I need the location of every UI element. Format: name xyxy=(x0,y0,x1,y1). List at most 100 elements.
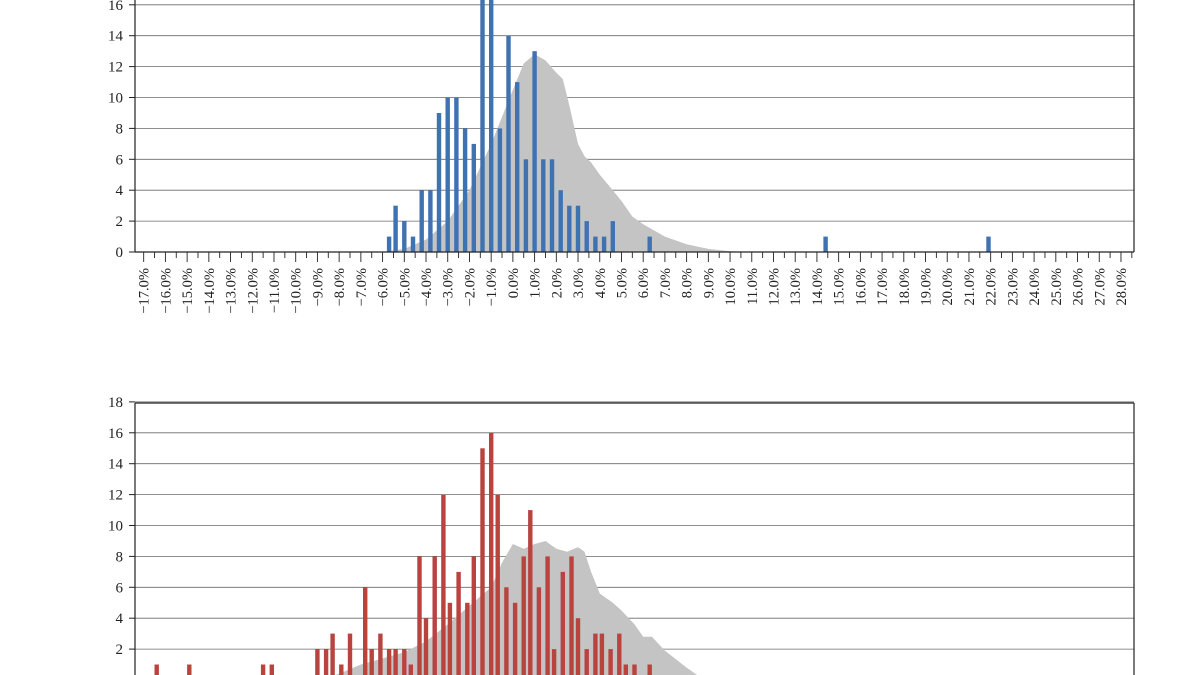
x-tick-label: −13.0% xyxy=(224,268,240,314)
y-tick-label: 4 xyxy=(116,183,124,199)
histogram-bar xyxy=(523,159,529,252)
y-tick-label: 10 xyxy=(108,519,123,535)
x-tick-label: 26.0% xyxy=(1071,268,1087,305)
x-tick-label: −9.0% xyxy=(310,268,326,306)
histogram-bar xyxy=(456,571,461,675)
histogram-bar xyxy=(545,556,550,675)
histogram-bar xyxy=(445,97,450,252)
histogram-bar xyxy=(386,649,392,675)
x-tick-label: −16.0% xyxy=(158,268,174,314)
histogram-bar xyxy=(593,236,598,252)
x-tick-label: 5.0% xyxy=(615,268,631,298)
histogram-bar xyxy=(402,221,407,252)
x-tick-label: 10.0% xyxy=(723,268,739,305)
histogram-bar xyxy=(551,649,557,675)
histogram-bar xyxy=(465,602,470,675)
histogram-bar xyxy=(410,236,416,252)
histogram-bar xyxy=(369,649,374,675)
histogram-bar xyxy=(569,556,574,675)
histogram-bar xyxy=(506,35,511,253)
histogram-bar xyxy=(528,510,533,675)
x-tick-label: 9.0% xyxy=(701,268,717,298)
x-tick-label: 4.0% xyxy=(593,268,609,298)
histogram-bar xyxy=(536,587,542,675)
x-tick-label: −4.0% xyxy=(419,268,435,306)
y-tick-label: 18 xyxy=(108,395,123,411)
histogram-bar xyxy=(541,159,546,252)
x-tick-label: 25.0% xyxy=(1049,268,1065,305)
histogram-bar xyxy=(575,205,581,252)
histogram-bar xyxy=(617,633,622,675)
histogram-bar xyxy=(584,221,589,252)
histogram-bar xyxy=(601,236,607,252)
x-tick-label: 2.0% xyxy=(549,268,565,298)
x-tick-label: 28.0% xyxy=(1114,268,1130,305)
x-tick-label: 16.0% xyxy=(853,268,869,305)
histogram-bar xyxy=(423,618,429,675)
x-tick-label: 23.0% xyxy=(1005,268,1021,305)
histogram-bar xyxy=(471,143,476,252)
histogram-bar xyxy=(497,128,503,252)
histogram-bar xyxy=(441,494,446,675)
histogram-bar xyxy=(558,190,563,252)
histogram-bar xyxy=(339,664,344,675)
y-tick-label: 14 xyxy=(108,457,124,473)
x-tick-label: 6.0% xyxy=(636,268,652,298)
y-tick-label: 2 xyxy=(116,214,124,230)
histogram-bar xyxy=(260,664,266,675)
histogram-bar xyxy=(393,649,398,675)
x-tick-label: 0.0% xyxy=(506,268,522,298)
x-tick-label: −12.0% xyxy=(245,268,261,314)
histogram-bar xyxy=(393,205,398,252)
histogram-bar xyxy=(823,236,828,252)
histogram-bar xyxy=(428,190,433,252)
histogram-bar xyxy=(623,664,628,675)
histogram-bar xyxy=(532,51,537,253)
histogram-bar xyxy=(495,494,500,675)
histogram-bar xyxy=(347,633,353,675)
histogram-bar xyxy=(386,236,392,252)
y-tick-label: 0 xyxy=(116,245,124,261)
x-tick-label: 20.0% xyxy=(940,268,956,305)
histogram-bar xyxy=(489,432,494,675)
y-tick-label: 6 xyxy=(116,152,124,168)
histogram-bar xyxy=(593,633,598,675)
histogram-bar xyxy=(632,664,637,675)
x-tick-label: −6.0% xyxy=(376,268,392,306)
histogram-bar xyxy=(575,618,581,675)
histogram-bar xyxy=(408,664,413,675)
x-tick-label: 7.0% xyxy=(658,268,674,298)
x-tick-label: 19.0% xyxy=(919,268,935,305)
histogram-bar xyxy=(504,587,509,675)
histogram-bar xyxy=(647,236,652,252)
histogram-bar xyxy=(436,113,442,252)
histogram-bar xyxy=(462,128,468,252)
histogram-bar xyxy=(315,649,320,675)
x-tick-label: −5.0% xyxy=(397,268,413,306)
histogram-bar xyxy=(432,556,437,675)
histogram-bar xyxy=(647,664,652,675)
x-tick-label: −14.0% xyxy=(202,268,218,314)
histogram-bar xyxy=(584,649,589,675)
histogram-bar xyxy=(269,664,274,675)
y-tick-label: 10 xyxy=(108,91,123,107)
y-tick-label: 0 xyxy=(116,673,124,675)
x-tick-label: 24.0% xyxy=(1027,268,1043,305)
x-tick-label: −10.0% xyxy=(289,268,305,314)
histogram-bar xyxy=(417,556,422,675)
histogram-bar xyxy=(512,602,518,675)
y-tick-label: 16 xyxy=(108,426,124,442)
histogram-bar xyxy=(515,82,520,252)
y-tick-label: 12 xyxy=(108,60,123,76)
x-tick-label: 21.0% xyxy=(962,268,978,305)
x-tick-label: 3.0% xyxy=(571,268,587,298)
histogram-bar xyxy=(599,633,605,675)
x-tick-label: 27.0% xyxy=(1092,268,1108,305)
x-tick-label: 14.0% xyxy=(810,268,826,305)
histogram-bar xyxy=(480,0,485,252)
y-tick-label: 4 xyxy=(116,611,124,627)
y-tick-label: 8 xyxy=(116,549,124,565)
x-tick-label: −15.0% xyxy=(180,268,196,314)
histogram-bar xyxy=(521,556,526,675)
x-tick-label: 1.0% xyxy=(528,268,544,298)
